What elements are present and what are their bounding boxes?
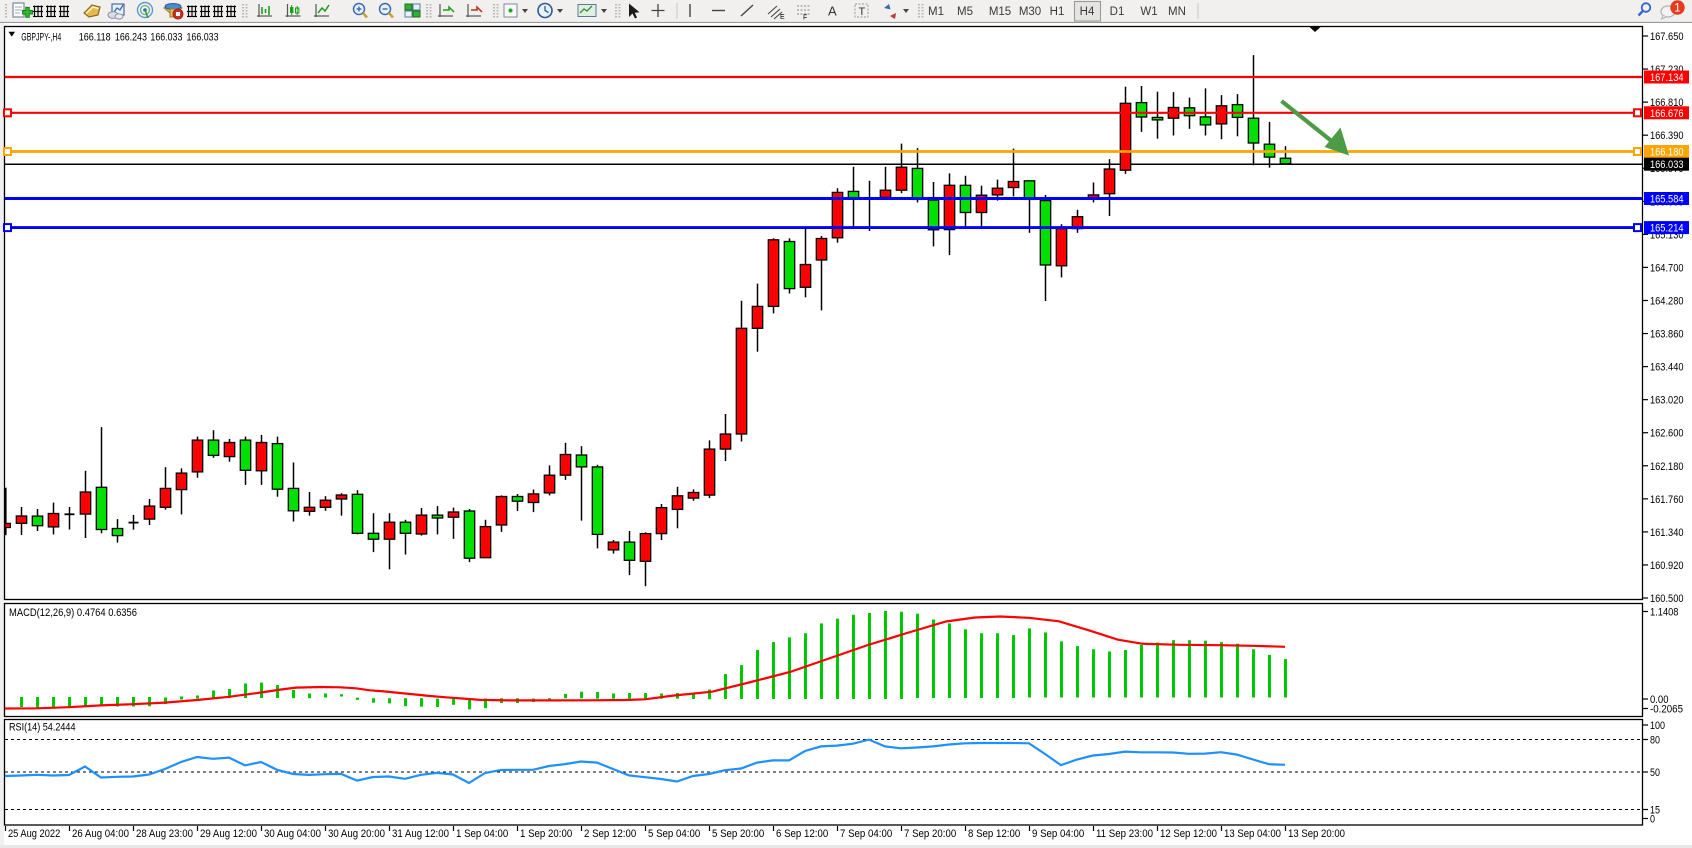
svg-text:28 Aug 23:00: 28 Aug 23:00 <box>136 828 193 840</box>
svg-text:166.033: 166.033 <box>150 32 182 44</box>
svg-text:163.020: 163.020 <box>1650 395 1684 407</box>
svg-text:11 Sep 23:00: 11 Sep 23:00 <box>1096 828 1153 840</box>
svg-text:162.600: 162.600 <box>1650 428 1684 440</box>
svg-text:M15: M15 <box>989 6 1011 18</box>
svg-text:9 Sep 04:00: 9 Sep 04:00 <box>1032 828 1084 840</box>
svg-text:H4: H4 <box>1080 6 1095 18</box>
svg-text:MN: MN <box>1168 6 1186 18</box>
svg-text:12 Sep 12:00: 12 Sep 12:00 <box>1160 828 1217 840</box>
svg-text:166.180: 166.180 <box>1650 147 1684 159</box>
svg-text:A: A <box>828 4 837 19</box>
svg-text:160.920: 160.920 <box>1650 560 1684 572</box>
svg-text:M30: M30 <box>1019 6 1041 18</box>
svg-text:2 Sep 12:00: 2 Sep 12:00 <box>584 828 636 840</box>
svg-text:166.243: 166.243 <box>115 32 147 44</box>
svg-text:162.180: 162.180 <box>1650 461 1684 473</box>
svg-text:RSI(14) 54.2444: RSI(14) 54.2444 <box>9 722 76 734</box>
svg-text:GBPJPY-,H4: GBPJPY-,H4 <box>21 32 61 44</box>
svg-text:6 Sep 12:00: 6 Sep 12:00 <box>776 828 828 840</box>
svg-text:30 Aug 20:00: 30 Aug 20:00 <box>328 828 385 840</box>
svg-text:166.390: 166.390 <box>1650 130 1684 142</box>
svg-text:166.033: 166.033 <box>187 32 219 44</box>
svg-text:1 Sep 04:00: 1 Sep 04:00 <box>456 828 508 840</box>
svg-text:164.280: 164.280 <box>1650 295 1684 307</box>
svg-text:1 Sep 20:00: 1 Sep 20:00 <box>520 828 572 840</box>
svg-text:166.033: 166.033 <box>1650 159 1684 171</box>
svg-text:167.650: 167.650 <box>1650 31 1684 43</box>
svg-text:D1: D1 <box>1110 6 1125 18</box>
svg-text:161.340: 161.340 <box>1650 527 1684 539</box>
svg-text:50: 50 <box>1650 767 1660 779</box>
svg-text:F: F <box>803 15 807 22</box>
svg-text:165.214: 165.214 <box>1650 223 1684 235</box>
svg-text:166.676: 166.676 <box>1650 108 1684 120</box>
svg-text:7 Sep 04:00: 7 Sep 04:00 <box>840 828 892 840</box>
svg-text:80: 80 <box>1650 735 1660 747</box>
svg-text:7 Sep 20:00: 7 Sep 20:00 <box>904 828 956 840</box>
svg-text:5 Sep 04:00: 5 Sep 04:00 <box>648 828 700 840</box>
svg-text:M5: M5 <box>957 6 973 18</box>
svg-text:161.760: 161.760 <box>1650 494 1684 506</box>
svg-text:13 Sep 20:00: 13 Sep 20:00 <box>1288 828 1345 840</box>
svg-text:167.134: 167.134 <box>1650 72 1684 84</box>
svg-text:H1: H1 <box>1050 6 1065 18</box>
svg-text:MACD(12,26,9) 0.4764 0.6356: MACD(12,26,9) 0.4764 0.6356 <box>9 607 137 619</box>
svg-text:163.860: 163.860 <box>1650 329 1684 341</box>
svg-text:W1: W1 <box>1140 6 1157 18</box>
svg-text:E: E <box>780 14 785 21</box>
svg-text:166.810: 166.810 <box>1650 97 1684 109</box>
svg-text:25 Aug 2022: 25 Aug 2022 <box>8 828 60 840</box>
svg-text:30 Aug 04:00: 30 Aug 04:00 <box>264 828 321 840</box>
svg-text:8 Sep 12:00: 8 Sep 12:00 <box>968 828 1020 840</box>
svg-text:1: 1 <box>1674 3 1680 15</box>
svg-text:5 Sep 20:00: 5 Sep 20:00 <box>712 828 764 840</box>
svg-text:31 Aug 12:00: 31 Aug 12:00 <box>392 828 449 840</box>
svg-text:15: 15 <box>1650 805 1660 817</box>
svg-text:13 Sep 04:00: 13 Sep 04:00 <box>1224 828 1281 840</box>
svg-text:166.118: 166.118 <box>79 32 111 44</box>
svg-text:164.700: 164.700 <box>1650 262 1684 274</box>
svg-text:165.584: 165.584 <box>1650 194 1684 206</box>
svg-text:100: 100 <box>1650 720 1665 732</box>
svg-text:0.00: 0.00 <box>1650 694 1669 706</box>
svg-text:M1: M1 <box>928 6 944 18</box>
svg-text:T: T <box>859 6 866 18</box>
svg-text:-0.2065: -0.2065 <box>1650 704 1683 716</box>
svg-text:1.1408: 1.1408 <box>1650 607 1679 619</box>
svg-text:163.440: 163.440 <box>1650 362 1684 374</box>
svg-text:0: 0 <box>1650 814 1655 826</box>
svg-text:29 Aug 12:00: 29 Aug 12:00 <box>200 828 257 840</box>
svg-text:26 Aug 04:00: 26 Aug 04:00 <box>72 828 129 840</box>
svg-text:160.500: 160.500 <box>1650 593 1684 605</box>
